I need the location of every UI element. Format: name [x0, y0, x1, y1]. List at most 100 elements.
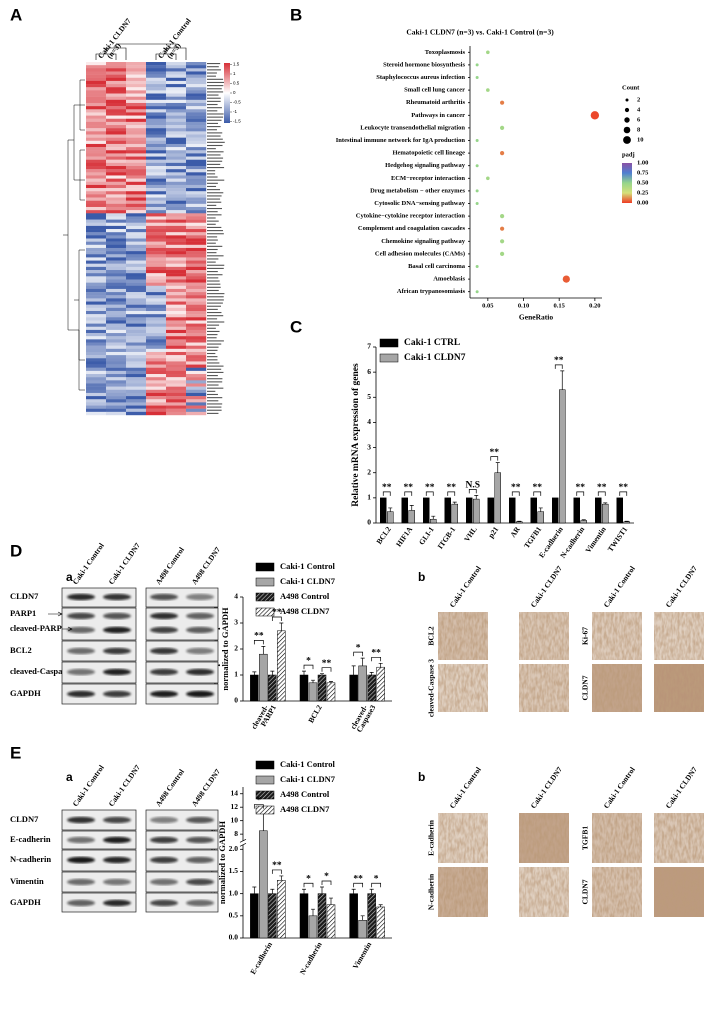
ihc-texture [438, 867, 488, 917]
heatmap-cell [146, 181, 167, 186]
blot-band [186, 878, 214, 886]
y-tick-label: Cytosolic DNA−sensing pathway [374, 200, 465, 207]
gene-label [207, 334, 218, 336]
blot-band [67, 816, 95, 824]
heatmap-cell [86, 93, 107, 97]
x-tick-label: ITGB-1 [436, 525, 458, 551]
bar [317, 674, 327, 702]
error-bar [320, 673, 324, 675]
heatmap-cell [166, 216, 187, 220]
heatmap-cell [106, 175, 127, 179]
significance-bracket [619, 491, 628, 496]
y-tick-label: Cell adhesion molecules (CAMs) [375, 250, 465, 257]
significance-label: ** [322, 659, 332, 669]
heatmap-cell [126, 295, 147, 299]
heatmap-cell [106, 310, 127, 315]
heatmap-cell [166, 263, 187, 268]
heatmap-cell [146, 260, 167, 264]
heatmap-cell [106, 68, 127, 72]
heatmap-cell [186, 143, 207, 148]
legend-label: Caki-1 Control [280, 759, 335, 769]
heatmap-cell [126, 134, 147, 138]
gene-label [207, 327, 216, 329]
heatmap-cell [106, 65, 127, 69]
heatmap-cell [126, 128, 147, 132]
heatmap-cell [146, 74, 167, 78]
heatmap-cell [86, 188, 107, 192]
dot [475, 76, 479, 79]
heatmap-cell [186, 361, 207, 365]
heatmap-cell [86, 292, 107, 296]
heatmap-cell [166, 121, 187, 126]
error-bar [452, 501, 457, 505]
bar [349, 674, 358, 702]
heatmap-cell [106, 137, 127, 141]
gene-label [207, 81, 225, 84]
heatmap-cell [86, 191, 107, 195]
blot-band [186, 647, 214, 655]
heatmap-cell [126, 342, 147, 346]
heatmap-cell [166, 298, 187, 302]
heatmap-cell [86, 178, 107, 182]
heatmap-cell [86, 310, 107, 315]
y-tick-label: 1.0 [229, 888, 239, 897]
heatmap-cell [166, 147, 187, 151]
dot [500, 151, 505, 156]
heatmap-cell [126, 232, 147, 236]
heatmap-cell [86, 374, 107, 378]
gene-label [207, 267, 224, 269]
heatmap-cell [166, 386, 187, 390]
error-bar [581, 519, 586, 521]
heatmap-cell [166, 345, 187, 350]
error-bar [329, 897, 333, 905]
significance-bracket [371, 882, 382, 888]
lane-label: A498 Control [154, 767, 186, 808]
heatmap-cell [126, 109, 147, 113]
heatmap-cell [126, 68, 147, 72]
lane-label: Caki-1 CLDN7 [107, 541, 142, 586]
significance-bracket [468, 488, 477, 494]
y-tick-label: Hedgehog signaling pathway [385, 162, 466, 169]
significance-label: * [374, 874, 379, 884]
bar [358, 920, 367, 939]
heatmap-cell [106, 383, 127, 387]
heatmap-cell [126, 260, 147, 264]
heatmap-cell [186, 134, 207, 138]
heatmap-cell [146, 216, 167, 220]
heatmap-cell [166, 396, 187, 400]
heatmap-cell [106, 184, 127, 189]
gene-label [207, 315, 224, 317]
heatmap-cell [126, 282, 147, 286]
lane-label: A498 CLDN7 [190, 767, 222, 808]
heatmap-cell [86, 219, 107, 223]
y-tick-label: Toxoplasmosis [425, 49, 466, 56]
heatmap-cell [106, 358, 127, 362]
legend-size [625, 98, 629, 102]
heatmap-cell [166, 266, 187, 271]
significance-bracket [554, 364, 563, 369]
significance-label: ** [533, 483, 543, 493]
legend-label: Caki-1 CTRL [404, 338, 460, 348]
legend-size [623, 136, 631, 144]
dot [475, 189, 479, 193]
heatmap-cell [86, 125, 107, 129]
heatmap-cell [186, 93, 207, 97]
x-tick-label: 0.05 [482, 302, 494, 309]
heatmap-cell [126, 285, 147, 290]
heatmap-cell [166, 96, 187, 101]
heatmap-cell [86, 377, 107, 381]
gene-label [207, 387, 224, 389]
heatmap-cell [126, 156, 147, 160]
heatmap-cell [86, 351, 107, 356]
heatmap-cell [166, 273, 187, 277]
gene-label [207, 340, 224, 342]
heatmap-cell [166, 254, 187, 258]
heatmap-cell [166, 358, 187, 362]
heatmap-cell [186, 162, 207, 167]
blot-frame [145, 640, 219, 662]
heatmap-cell [106, 364, 127, 368]
heatmap-cell [126, 244, 147, 249]
dot [500, 125, 505, 130]
blot-band [150, 593, 178, 601]
